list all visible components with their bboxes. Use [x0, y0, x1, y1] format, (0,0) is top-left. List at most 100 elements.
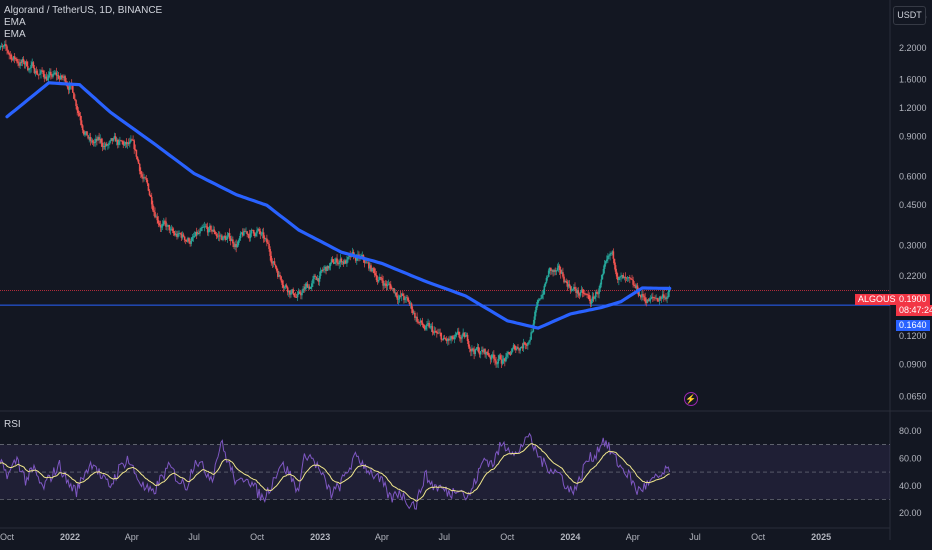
candle-body [588, 295, 591, 300]
candle-body [639, 295, 642, 298]
candle-body [331, 259, 334, 263]
candle-body [501, 359, 504, 364]
candle-body [79, 115, 82, 121]
ema-legend-2[interactable]: EMA [4, 29, 26, 40]
candle-body [578, 293, 581, 296]
candle-body [146, 179, 149, 184]
candle-body [410, 303, 413, 310]
candle-body [278, 274, 280, 277]
candle-body [244, 230, 246, 232]
candle-body [341, 261, 344, 263]
candle-body [413, 312, 415, 314]
current-price-tag: 0.1900 [896, 294, 930, 305]
candle-body [114, 136, 117, 142]
candle-body [455, 333, 458, 336]
candle-body [119, 140, 121, 142]
candle-body [92, 142, 95, 144]
candle-body [462, 332, 464, 336]
candle-body [425, 325, 427, 330]
candle-body [102, 145, 105, 148]
candle-body [202, 226, 205, 228]
candle-body [365, 262, 368, 264]
candle-body [631, 279, 633, 280]
candle-body [530, 332, 532, 340]
candle-body [63, 76, 65, 78]
candle-body [176, 233, 178, 237]
candle-body [277, 270, 279, 277]
candle-body [643, 295, 645, 298]
candle-body [587, 294, 589, 296]
candle-body [136, 156, 139, 160]
candle-body [81, 125, 84, 131]
candle-body [73, 92, 75, 99]
candle-body [335, 258, 337, 263]
candle-body [28, 68, 30, 71]
candle-body [314, 275, 316, 277]
candle-body [491, 354, 494, 356]
candle-body [44, 76, 47, 79]
price-tick-label: 1.6000 [899, 75, 927, 85]
candle-body [376, 280, 379, 282]
candle-body [221, 235, 223, 241]
candle-body [581, 289, 584, 294]
candle-body [259, 231, 262, 235]
candle-body [105, 143, 108, 146]
ema-legend-1[interactable]: EMA [4, 17, 26, 28]
candle-body [20, 62, 23, 64]
time-tick-label: 2024 [560, 532, 580, 542]
candle-body [575, 289, 577, 294]
candle-body [498, 355, 501, 359]
candle-body [386, 284, 389, 287]
lightning-icon[interactable]: ⚡ [684, 392, 698, 406]
candle-body [334, 262, 336, 264]
time-tick-label: Apr [375, 532, 389, 542]
candle-body [431, 326, 434, 333]
candle-body [75, 100, 77, 107]
candle-body [647, 299, 650, 302]
candle-body [142, 176, 144, 179]
candle-body [520, 346, 523, 348]
candle-body [496, 363, 498, 365]
candle-body [67, 86, 70, 91]
candle-body [630, 278, 632, 280]
candle-body [415, 316, 417, 318]
candle-body [345, 260, 347, 264]
candle-body [340, 258, 343, 263]
candle-body [476, 346, 479, 350]
candle-body [91, 140, 94, 143]
candle-body [561, 272, 563, 274]
candle-body [57, 75, 60, 79]
candle-body [636, 285, 639, 291]
candle-body [233, 243, 235, 248]
candle-body [77, 110, 80, 114]
candle-body [303, 288, 305, 290]
candle-body [559, 270, 562, 274]
candle-body [664, 297, 666, 299]
candle-body [33, 68, 36, 74]
candle-body [464, 336, 467, 338]
candle-body [470, 348, 472, 352]
candle-body [103, 145, 106, 147]
time-tick-label: Oct [500, 532, 515, 542]
candle-body [305, 283, 308, 287]
candle-body [652, 296, 654, 298]
price-tick-label: 0.1200 [899, 331, 927, 341]
candle-body [145, 178, 148, 180]
candle-body [68, 85, 71, 91]
candle-body [186, 240, 188, 242]
candle-body [260, 233, 263, 235]
currency-button[interactable]: USDT [893, 6, 926, 25]
candle-body [448, 338, 450, 341]
candle-body [21, 59, 24, 63]
candle-body [198, 232, 200, 234]
candle-body [64, 76, 66, 82]
candle-body [427, 322, 429, 325]
candle-body [216, 235, 219, 237]
candle-body [1, 46, 4, 47]
candle-body [611, 251, 614, 254]
candle-body [324, 266, 326, 269]
candle-body [150, 196, 153, 205]
candle-body [656, 298, 659, 301]
candle-body [4, 44, 6, 46]
